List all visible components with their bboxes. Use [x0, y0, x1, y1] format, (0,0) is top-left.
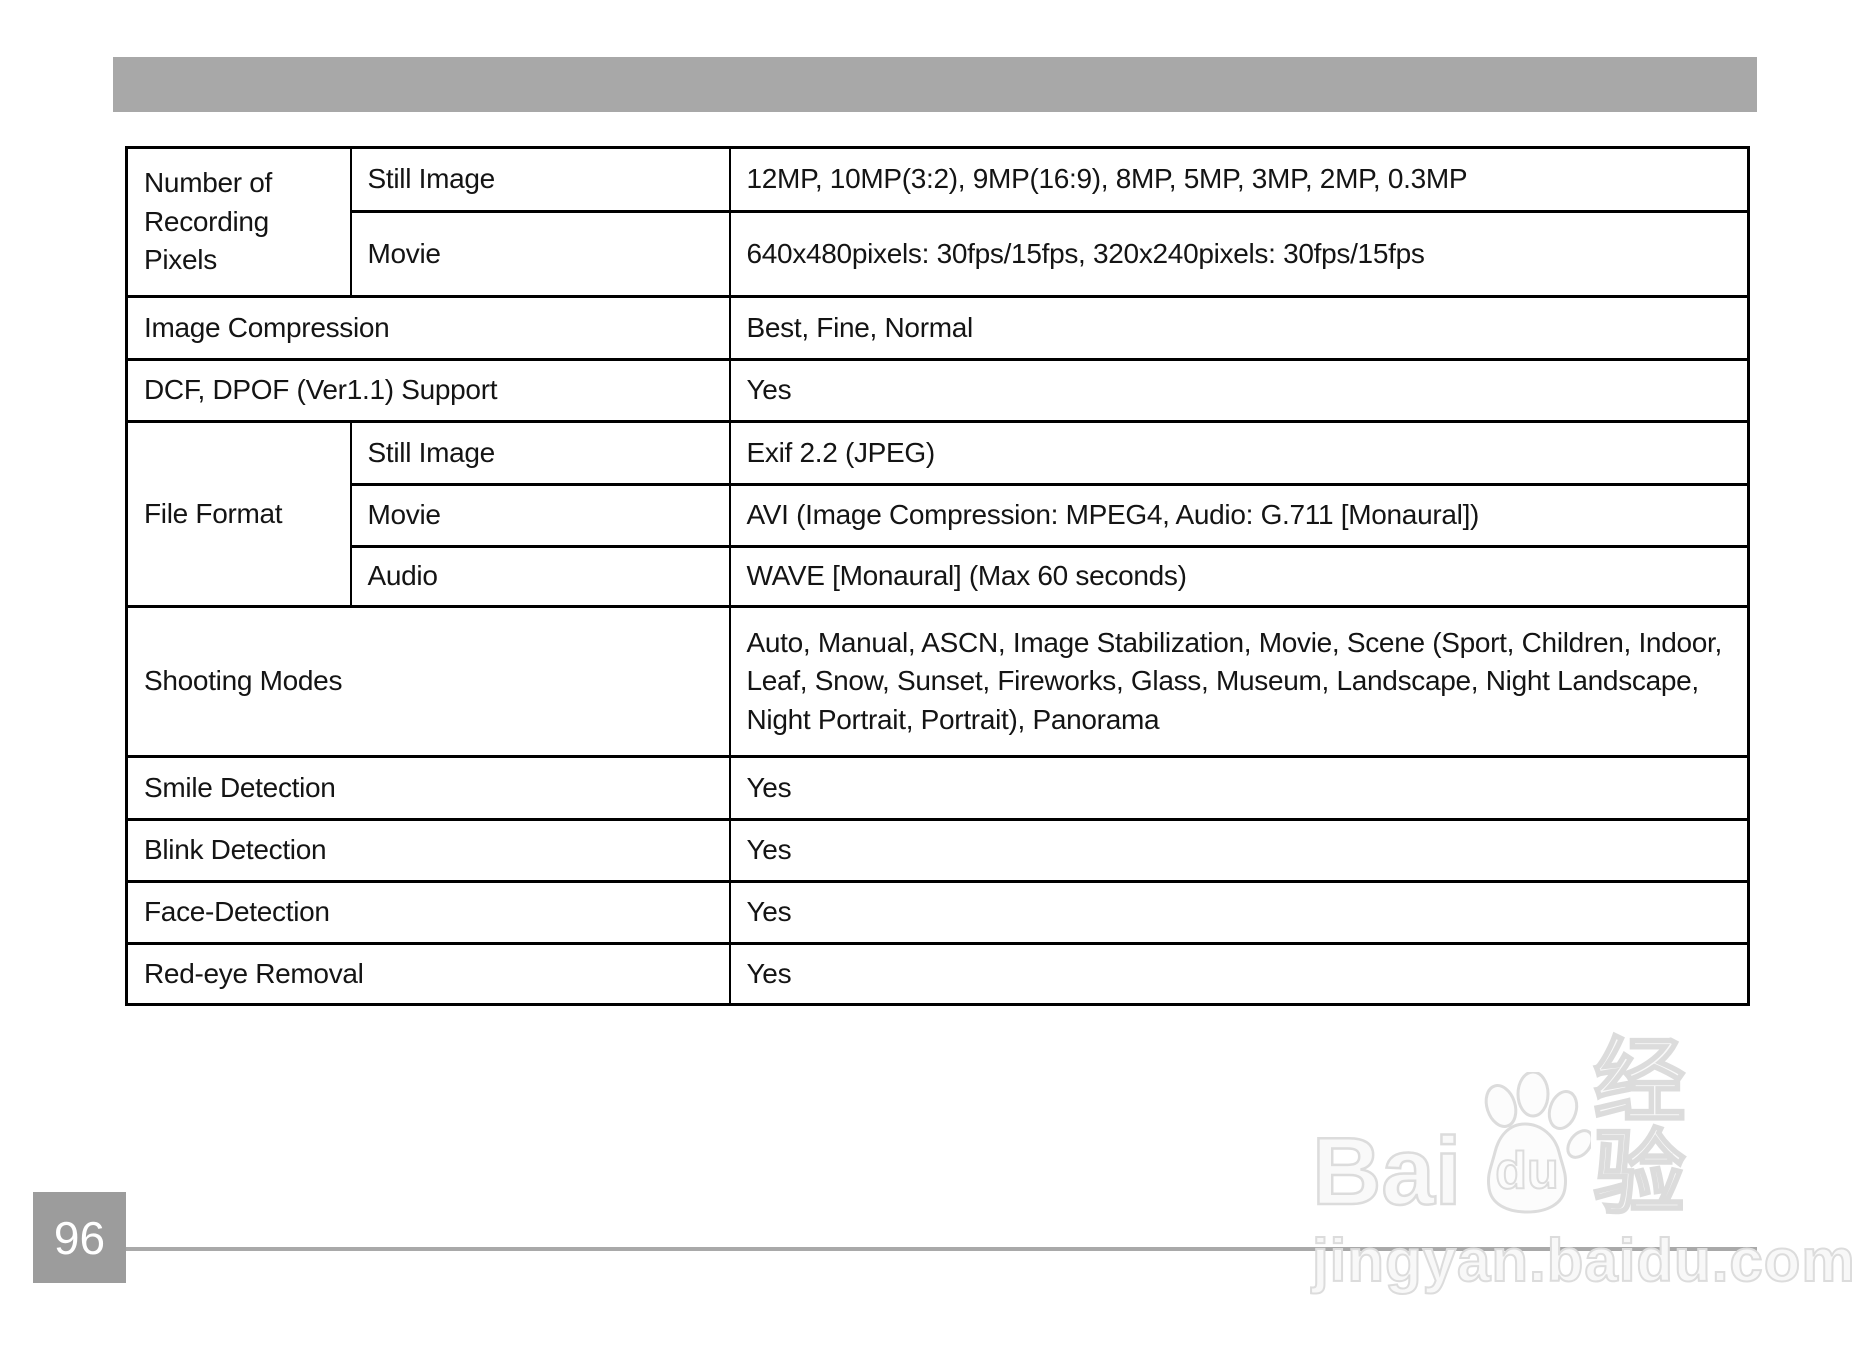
baidu-jingyan-watermark: Bai du 经验 jingyan.baidu.com	[1311, 1035, 1856, 1295]
baidu-paw-icon: du	[1463, 1070, 1595, 1220]
table-row: Blink Detection Yes	[125, 818, 1750, 883]
table-row: Face-Detection Yes	[125, 880, 1750, 945]
spec-label-red-eye-removal: Red-eye Removal	[125, 942, 731, 1006]
header-bar	[113, 57, 1757, 112]
spec-value-smile-detection: Yes	[728, 755, 1750, 821]
table-row: Movie AVI (Image Compression: MPEG4, Aud…	[127, 483, 1750, 548]
baidu-logo-text-du: du	[1496, 1142, 1560, 1200]
spec-value-face-detection: Yes	[728, 880, 1750, 945]
spec-sublabel-movie: Movie	[349, 210, 731, 298]
spec-label-blink-detection: Blink Detection	[125, 818, 731, 883]
spec-value-ff-audio: WAVE [Monaural] (Max 60 seconds)	[728, 545, 1750, 608]
page-number-badge: 96	[33, 1192, 126, 1283]
baidu-logo-text-bai: Bai	[1311, 1118, 1463, 1225]
spec-table: Number of Recording Pixels Still Image 1…	[125, 146, 1750, 1006]
table-row: Shooting Modes Auto, Manual, ASCN, Image…	[125, 605, 1750, 758]
spec-label-file-format: File Format	[125, 420, 352, 608]
table-row: Smile Detection Yes	[125, 755, 1750, 821]
table-row: Audio WAVE [Monaural] (Max 60 seconds)	[127, 545, 1750, 608]
jingyan-chinese-text: 经验	[1592, 1031, 1690, 1225]
spec-label-recording-pixels: Number of Recording Pixels	[125, 146, 352, 298]
spec-label-face-detection: Face-Detection	[125, 880, 731, 945]
watermark-logo-row: Bai du 经验	[1311, 1035, 1772, 1225]
page-number: 96	[53, 1211, 106, 1264]
spec-value-blink-detection: Yes	[728, 818, 1750, 883]
spec-value-dcf-dpof: Yes	[728, 358, 1750, 423]
spec-label-smile-detection: Smile Detection	[125, 755, 731, 821]
table-row: Movie 640x480pixels: 30fps/15fps, 320x24…	[127, 210, 1750, 298]
table-row: Number of Recording Pixels Still Image 1…	[125, 146, 1750, 298]
spec-label-dcf-dpof: DCF, DPOF (Ver1.1) Support	[125, 358, 731, 423]
table-row: File Format Still Image Exif 2.2 (JPEG)	[125, 420, 1750, 608]
footer-rule	[126, 1247, 1757, 1251]
spec-value-ff-still-image: Exif 2.2 (JPEG)	[728, 420, 1750, 486]
spec-value-image-compression: Best, Fine, Normal	[728, 295, 1750, 361]
spec-sublabel-still-image: Still Image	[349, 146, 731, 213]
spec-value-ff-movie: AVI (Image Compression: MPEG4, Audio: G.…	[728, 483, 1750, 548]
spec-label-image-compression: Image Compression	[125, 295, 731, 361]
table-row: Image Compression Best, Fine, Normal	[125, 295, 1750, 361]
spec-value-movie: 640x480pixels: 30fps/15fps, 320x240pixel…	[728, 210, 1750, 298]
table-row: DCF, DPOF (Ver1.1) Support Yes	[125, 358, 1750, 423]
spec-value-still-image: 12MP, 10MP(3:2), 9MP(16:9), 8MP, 5MP, 3M…	[728, 146, 1750, 213]
watermark-url: jingyan.baidu.com	[1311, 1226, 1856, 1295]
spec-value-red-eye-removal: Yes	[728, 942, 1750, 1006]
spec-sublabel-ff-still-image: Still Image	[349, 420, 731, 486]
table-row: Red-eye Removal Yes	[125, 942, 1750, 1006]
spec-value-shooting-modes: Auto, Manual, ASCN, Image Stabilization,…	[728, 605, 1750, 758]
spec-sublabel-ff-audio: Audio	[349, 545, 731, 608]
spec-sublabel-ff-movie: Movie	[349, 483, 731, 548]
spec-label-shooting-modes: Shooting Modes	[125, 605, 731, 758]
